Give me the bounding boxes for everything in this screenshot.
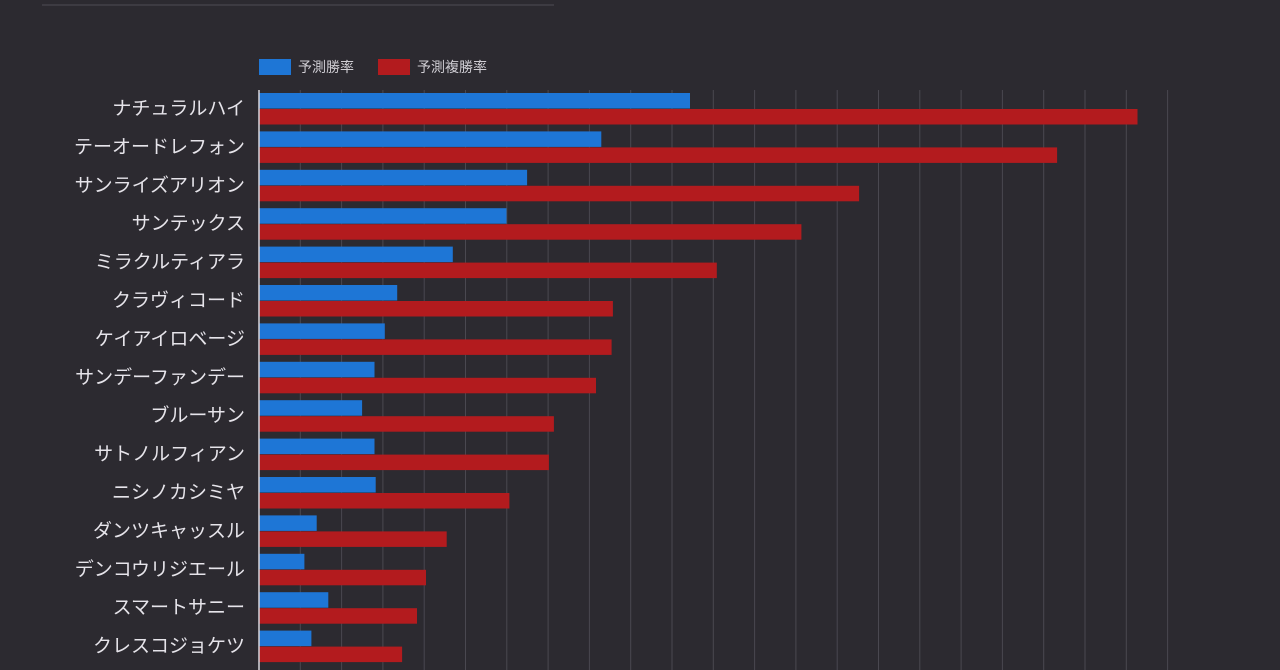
bar-place-rate: [259, 608, 417, 624]
bar-place-rate: [259, 224, 802, 240]
legend-label-place-rate: 予測複勝率: [417, 60, 487, 76]
legend-item-place-rate[interactable]: 予測複勝率: [378, 57, 487, 77]
bar-win-rate: [259, 208, 507, 224]
legend-swatch-win-rate: [259, 59, 291, 75]
category-label: ブルーサン: [150, 404, 245, 427]
legend-label-win-rate: 予測勝率: [298, 60, 354, 76]
bar-place-rate: [259, 147, 1058, 163]
category-label: デンコウリジエール: [75, 558, 245, 580]
bar-win-rate: [259, 630, 312, 647]
category-label: クレスコジョケツ: [93, 635, 245, 657]
category-label: ミラクルティアラ: [95, 251, 245, 273]
category-labels: ナチュラルハイテーオードレフォンサンライズアリオンサンテックスミラクルティアラク…: [74, 98, 245, 658]
bar-place-rate: [259, 569, 426, 586]
category-label: ニシノカシミヤ: [112, 482, 245, 504]
bar-place-rate: [259, 301, 613, 317]
category-label: サンテックス: [132, 213, 245, 235]
category-label: サトノルフィアン: [94, 443, 245, 465]
bars: [259, 93, 1138, 663]
bar-place-rate: [259, 262, 717, 279]
bar-place-rate: [259, 416, 554, 432]
bar-place-rate: [259, 646, 403, 663]
category-label: クラヴィコード: [112, 290, 245, 312]
bar-win-rate: [259, 131, 602, 147]
bar-place-rate: [259, 185, 860, 202]
bar-place-rate: [259, 109, 1138, 125]
bar-win-rate: [259, 592, 329, 608]
bar-place-rate: [259, 493, 510, 509]
bar-win-rate: [259, 553, 305, 570]
bar-win-rate: [259, 323, 385, 339]
bar-win-rate: [259, 477, 376, 493]
category-label: サンデーファンデー: [75, 366, 245, 388]
top-divider: [42, 4, 554, 6]
bar-win-rate: [259, 93, 690, 109]
bar-win-rate: [259, 246, 453, 263]
legend-item-win-rate[interactable]: 予測勝率: [259, 57, 354, 77]
bar-place-rate: [259, 531, 447, 547]
bar-win-rate: [259, 169, 528, 186]
bar-win-rate: [259, 361, 375, 378]
category-label: ケイアイロベージ: [95, 328, 245, 350]
category-label: テーオードレフォン: [74, 136, 245, 158]
category-label: スマートサニー: [113, 597, 245, 619]
category-label: サンライズアリオン: [75, 174, 245, 196]
bar-win-rate: [259, 400, 363, 416]
bar-place-rate: [259, 339, 612, 355]
category-label: ナチュラルハイ: [112, 98, 245, 120]
bar-place-rate: [259, 454, 549, 471]
legend: 予測勝率 予測複勝率: [259, 57, 511, 77]
bar-win-rate: [259, 515, 317, 531]
legend-swatch-place-rate: [378, 59, 410, 75]
bar-place-rate: [259, 377, 596, 394]
category-label: ダンツキャッスル: [93, 520, 245, 542]
bar-win-rate: [259, 285, 398, 301]
bar-win-rate: [259, 438, 375, 455]
